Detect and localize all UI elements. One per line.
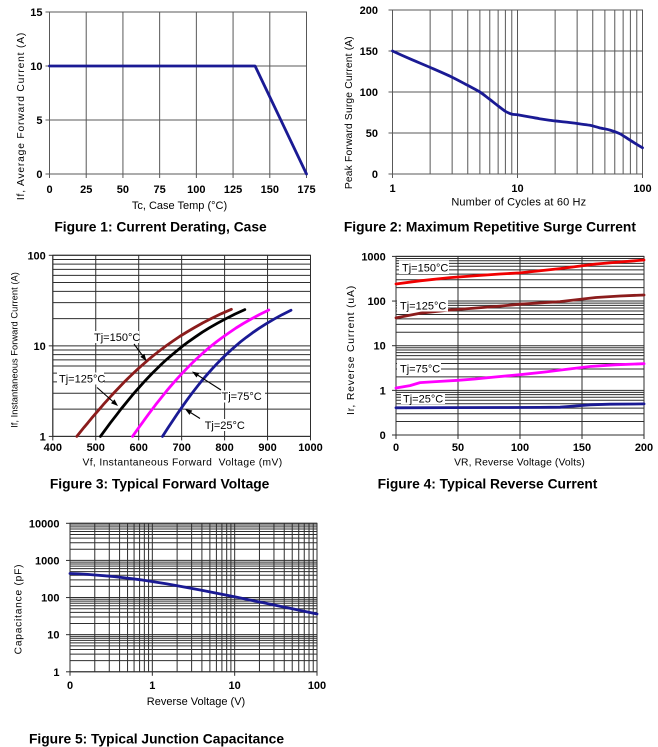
svg-text:5: 5 [36, 115, 42, 127]
svg-text:Figure 4: Typical Reverse Curr: Figure 4: Typical Reverse Current [378, 477, 598, 492]
svg-text:1000: 1000 [361, 251, 385, 263]
svg-text:800: 800 [215, 442, 233, 454]
svg-text:0: 0 [393, 442, 399, 454]
svg-text:Reverse Voltage (V): Reverse Voltage (V) [147, 696, 245, 708]
svg-text:1000: 1000 [298, 442, 322, 454]
svg-text:Vf, Instantaneous Forward Vol: Vf, Instantaneous Forward Voltage (mV) [82, 458, 282, 469]
svg-text:Figure 2: Maximum Repetitive S: Figure 2: Maximum Repetitive Surge Curre… [344, 220, 636, 235]
svg-text:1: 1 [389, 183, 395, 195]
svg-text:10: 10 [30, 61, 42, 73]
svg-text:10000: 10000 [29, 518, 60, 530]
svg-text:150: 150 [573, 442, 591, 454]
svg-text:Tj=25°C: Tj=25°C [205, 420, 245, 432]
svg-text:50: 50 [366, 128, 378, 140]
svg-text:50: 50 [117, 184, 129, 196]
svg-text:200: 200 [360, 5, 378, 17]
svg-text:Tj=150°C: Tj=150°C [94, 332, 140, 344]
svg-text:10: 10 [34, 341, 46, 353]
svg-text:100: 100 [27, 250, 45, 262]
svg-text:100: 100 [360, 87, 378, 99]
svg-text:Tj=125°C: Tj=125°C [400, 301, 446, 313]
svg-text:600: 600 [130, 442, 148, 454]
svg-text:Tj=125°C: Tj=125°C [59, 374, 105, 386]
svg-text:50: 50 [452, 442, 464, 454]
svg-text:0: 0 [380, 430, 386, 442]
svg-text:Tc, Case Temp (°C): Tc, Case Temp (°C) [132, 200, 227, 212]
svg-text:1: 1 [40, 431, 46, 443]
svg-text:200: 200 [635, 442, 653, 454]
svg-text:If, Average Forward Current (A: If, Average Forward Current (A) [16, 32, 27, 200]
svg-text:Peak Forward Surge Current (A): Peak Forward Surge Current (A) [344, 36, 355, 189]
svg-text:Tj=75°C: Tj=75°C [400, 364, 440, 376]
svg-text:Tj=25°C: Tj=25°C [403, 394, 443, 406]
svg-text:Figure 5: Typical Junction Cap: Figure 5: Typical Junction Capacitance [29, 732, 284, 747]
svg-text:Capacitance (pF): Capacitance (pF) [14, 564, 25, 655]
svg-text:10: 10 [511, 183, 523, 195]
svg-text:0: 0 [67, 680, 73, 692]
svg-text:100: 100 [367, 296, 385, 308]
svg-text:Number of Cycles at 60 Hz: Number of Cycles at 60 Hz [451, 197, 586, 209]
svg-text:If, Instantaneous Forward Cur: If, Instantaneous Forward Current (A) [10, 272, 20, 428]
svg-text:0: 0 [372, 169, 378, 181]
svg-text:100: 100 [41, 593, 59, 605]
svg-text:75: 75 [154, 184, 166, 196]
svg-text:Figure 1: Current Derating, Ca: Figure 1: Current Derating, Case [54, 220, 267, 235]
svg-text:100: 100 [511, 442, 529, 454]
svg-text:125: 125 [224, 184, 242, 196]
svg-text:500: 500 [87, 442, 105, 454]
svg-text:10: 10 [374, 341, 386, 353]
svg-text:Tj=75°C: Tj=75°C [222, 391, 262, 403]
svg-text:1: 1 [380, 385, 386, 397]
svg-text:100: 100 [187, 184, 205, 196]
svg-text:Ir, Reverse Current (uA): Ir, Reverse Current (uA) [346, 285, 357, 415]
svg-text:25: 25 [80, 184, 92, 196]
svg-text:0: 0 [36, 169, 42, 181]
svg-text:150: 150 [261, 184, 279, 196]
svg-text:15: 15 [30, 7, 42, 19]
svg-text:10: 10 [229, 680, 241, 692]
svg-text:175: 175 [297, 184, 315, 196]
svg-text:100: 100 [308, 680, 326, 692]
svg-text:1: 1 [149, 680, 155, 692]
svg-text:Tj=150°C: Tj=150°C [402, 263, 448, 275]
svg-text:1: 1 [53, 667, 59, 679]
svg-text:VR, Reverse Voltage (Volts): VR, Reverse Voltage (Volts) [454, 458, 585, 469]
svg-text:400: 400 [44, 442, 62, 454]
svg-text:0: 0 [46, 184, 52, 196]
svg-text:150: 150 [360, 46, 378, 58]
svg-text:Figure 3: Typical Forward Volt: Figure 3: Typical Forward Voltage [50, 477, 270, 492]
svg-text:700: 700 [172, 442, 190, 454]
svg-text:10: 10 [47, 630, 59, 642]
svg-text:1000: 1000 [35, 555, 59, 567]
svg-text:900: 900 [258, 442, 276, 454]
svg-text:100: 100 [633, 183, 651, 195]
